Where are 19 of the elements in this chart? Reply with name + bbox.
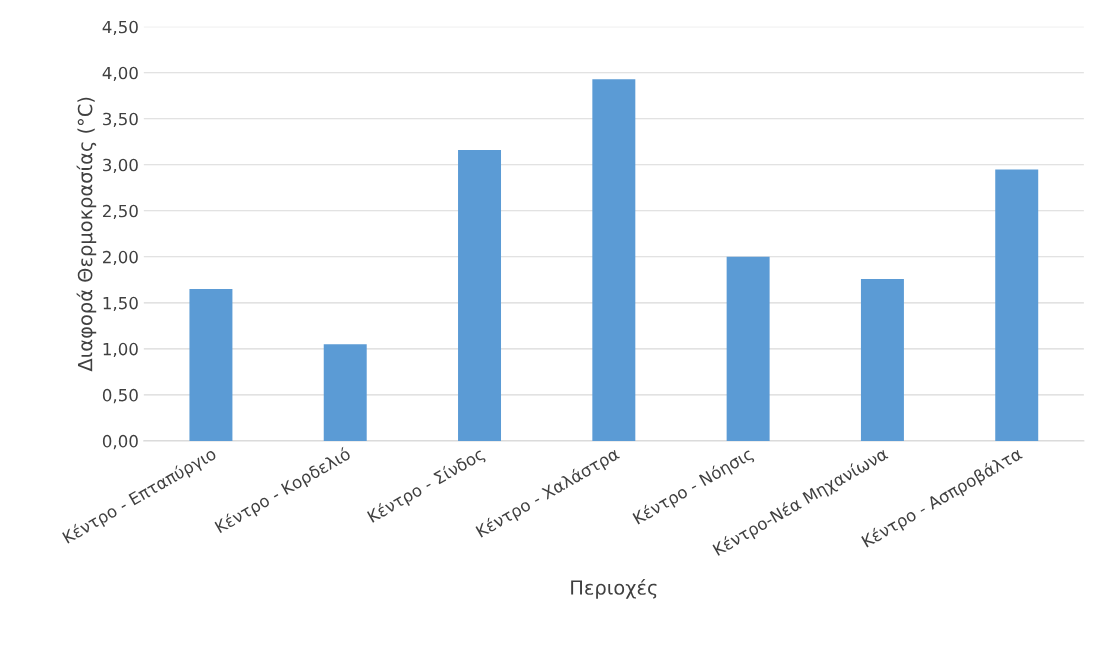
y-tick-label: 4,50 <box>102 20 138 35</box>
bar <box>323 344 367 441</box>
x-axis-title: Περιοχές <box>571 579 657 599</box>
y-tick-label: 2,00 <box>103 250 138 266</box>
y-tick-label: 1,50 <box>103 296 138 312</box>
y-axis-title: Διαφορά Θερμοκρασίας (°C) <box>76 97 97 372</box>
y-tick-label: 1,00 <box>103 342 138 358</box>
bar <box>458 150 502 441</box>
bar <box>189 289 233 441</box>
y-tick-label: 2,50 <box>103 204 138 220</box>
y-tick-label: 0,50 <box>102 388 138 404</box>
y-tick-label: 3,50 <box>103 112 138 128</box>
bar <box>860 278 904 441</box>
bar <box>995 169 1039 441</box>
y-tick-label: 3,00 <box>103 158 138 174</box>
bar <box>592 79 636 441</box>
bar <box>726 256 770 441</box>
y-tick-label: 4,00 <box>102 66 138 82</box>
y-tick-label: 0,00 <box>102 434 138 450</box>
